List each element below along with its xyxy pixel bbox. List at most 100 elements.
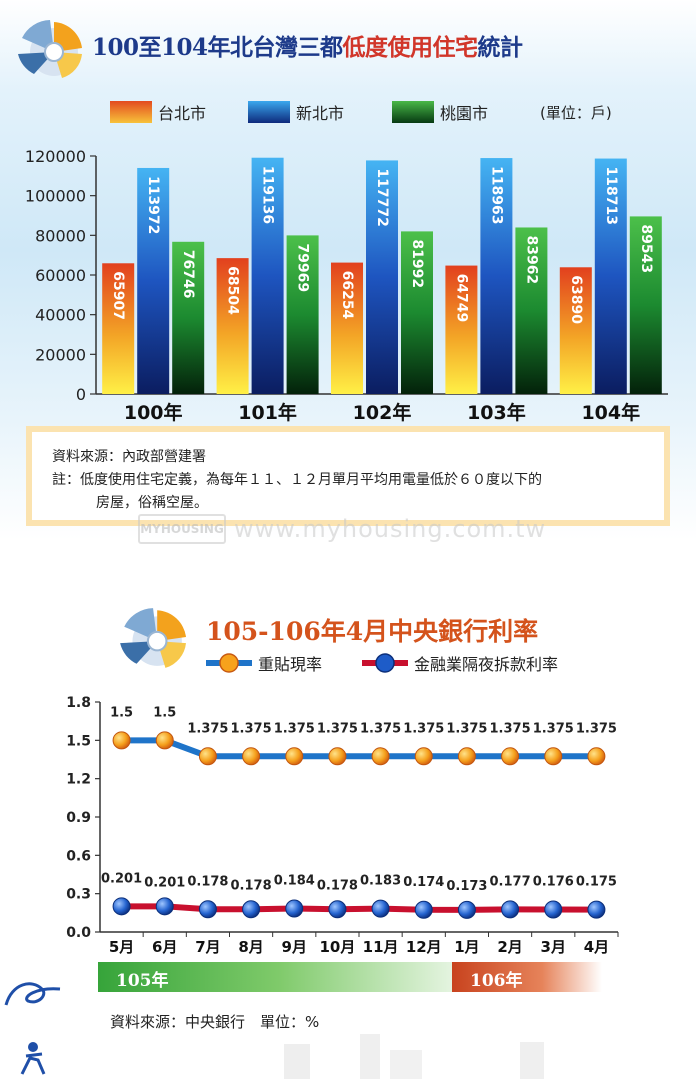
point-value-label: 1.375 [533,721,574,736]
chart1-source: 資料來源：內政部營建署 [52,449,206,465]
x-tick-label: 2月 [497,938,522,956]
point-value-label: 1.375 [360,721,401,736]
legend-discount-rate: 重貼現率 [206,651,322,675]
data-point [544,900,563,919]
data-point [457,900,476,919]
bar-value-label: 63890 [568,275,584,324]
point-value-label: 1.5 [110,705,133,720]
x-tick-label: 5月 [109,938,134,956]
figure-icon [20,1042,46,1075]
data-point [544,747,563,766]
data-point [371,747,390,766]
data-point [285,747,304,766]
point-value-label: 1.375 [576,721,617,736]
signature-logo-icon [4,982,61,1006]
point-value-label: 1.375 [231,721,272,736]
x-tick-label: 4月 [584,938,609,956]
legend-taoyuan: 桃園市 [392,100,488,124]
x-category-label: 100年 [124,401,183,424]
bar [366,160,398,394]
pie-logo-icon [120,608,186,668]
bar [102,263,135,394]
year-band-105: 105年 [98,962,498,992]
x-tick-label: 9月 [282,938,307,956]
y-tick-label: 80000 [35,226,86,245]
bar [445,265,478,394]
point-value-label: 0.201 [101,871,142,886]
legend-overnight-rate: 金融業隔夜拆款利率 [362,651,558,675]
point-value-label: 1.375 [490,721,531,736]
x-category-label: 102年 [353,401,412,424]
y-tick-label: 60000 [35,266,86,285]
line-chart: 0.0 0.3 0.6 0.9 1.2 1.5 1.8 5月 6月 7月 8月 9月 10月 11月 12月… [66,695,619,956]
point-value-label: 0.173 [446,879,487,894]
bar-value-label: 64749 [453,274,469,323]
bar [331,262,363,394]
watermark-logo: MYHOUSING [138,514,226,544]
data-point [587,900,606,919]
chart1-title: 100至104年北台灣三都低度使用住宅統計 [92,34,523,61]
bar [137,167,170,394]
data-point [587,747,606,766]
data-point [112,897,131,916]
x-category-label: 101年 [238,401,297,424]
note-line2: 房屋，俗稱空屋。 [96,495,208,511]
x-tick-label: 8月 [238,938,263,956]
x-tick-label: 3月 [541,938,566,956]
bar-value-label: 118713 [603,167,619,225]
data-point [155,897,174,916]
bar [216,258,249,394]
y-tick-label: 0 [76,385,86,404]
data-point [198,747,217,766]
point-value-label: 0.174 [403,875,444,890]
x-tick-label: 11月 [363,938,399,956]
bar-value-label: 76746 [180,250,196,299]
series-line [121,903,597,913]
data-point [457,747,476,766]
y-tick-label: 0.9 [66,810,91,826]
point-value-label: 1.375 [187,721,228,736]
bar [629,216,662,394]
y-tick-label: 1.8 [66,695,91,711]
unit-label: (單位：戶) [540,104,612,122]
y-tick-label: 0.0 [66,925,91,941]
bar [172,241,205,394]
pie-logo-icon [18,20,82,78]
y-tick-label: 0.6 [66,848,91,864]
y-tick-label: 20000 [35,345,86,364]
year-band-106: 106年 [452,962,602,992]
bar [594,158,627,394]
y-tick-label: 1.5 [66,733,91,749]
data-point [155,731,174,750]
point-value-label: 0.177 [490,874,531,889]
point-value-label: 1.375 [274,721,315,736]
y-tick-label: 120000 [25,147,86,166]
legend-overnight-marker-icon [362,653,408,673]
x-tick-label: 7月 [195,938,220,956]
point-value-label: 0.178 [317,878,358,893]
y-tick-label: 1.2 [66,772,91,788]
point-value-label: 0.178 [231,878,272,893]
x-tick-label: 12月 [406,938,442,956]
y-tick-label: 100000 [25,187,86,206]
x-tick-label: 6月 [152,938,177,956]
data-point [328,900,347,919]
data-point [285,899,304,918]
bar-value-label: 79969 [295,243,311,292]
x-category-label: 104年 [581,401,640,424]
data-point [112,731,131,750]
series-line [121,737,597,760]
point-value-label: 0.184 [274,873,315,888]
bar-value-label: 66254 [339,271,355,320]
bar-value-label: 68504 [225,266,241,315]
legend-taipei: 台北市 [110,100,206,124]
bar-value-label: 65907 [110,271,126,320]
point-value-label: 1.375 [446,721,487,736]
point-value-label: 0.183 [360,874,401,889]
x-tick-label: 10月 [319,938,355,956]
bar-value-label: 118963 [488,166,504,224]
data-point [242,747,261,766]
note-box: 資料來源：內政部營建署 註： 低度使用住宅定義，為每年１１、１２月單月平均用電量低… [26,426,670,526]
data-point [501,747,520,766]
bar [286,235,319,394]
